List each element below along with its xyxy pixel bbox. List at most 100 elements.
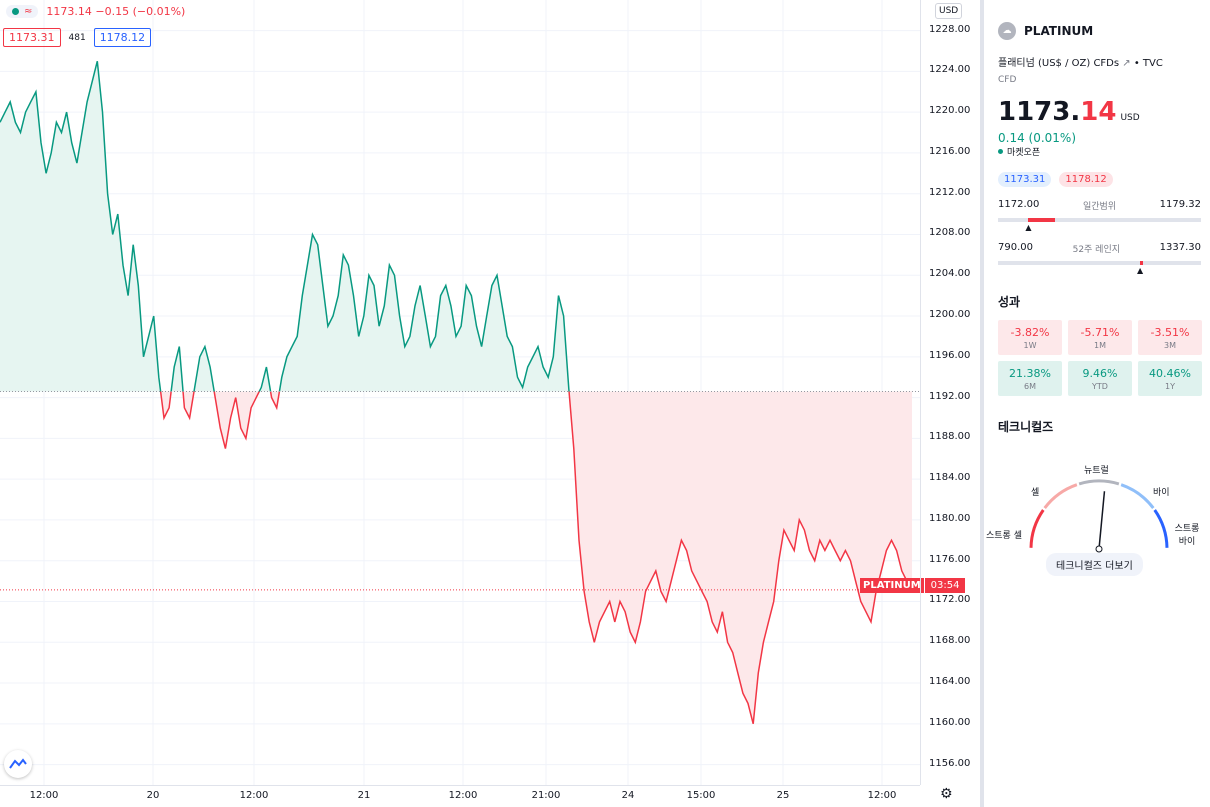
symbol-details-panel: ☁ PLATINUM 플래티넘 (US$ / OZ) CFDs ↗ • TVC … (980, 0, 1210, 807)
chart-area[interactable]: ≈ 1173.14 −0.15 (−0.01%) 1173.31 481 117… (0, 0, 966, 785)
perf-label: YTD (1092, 381, 1108, 391)
currency-label[interactable]: USD (935, 3, 963, 19)
panel-ask: 1178.12 (1059, 172, 1113, 187)
perf-label: 6M (1024, 381, 1036, 391)
perf-cell-1w[interactable]: -3.82% 1W (998, 320, 1062, 355)
y-tick-label: 1164.00 (929, 676, 971, 688)
market-open-icon (12, 8, 19, 15)
perf-value: -3.82% (1010, 325, 1050, 339)
y-tick-label: 1216.00 (929, 145, 971, 157)
week-range-row: 790.00 52주 레인지 1337.30 (998, 242, 1201, 255)
y-tick-label: 1180.00 (929, 512, 971, 524)
x-tick-label: 12:00 (29, 790, 59, 801)
external-link-icon[interactable]: ↗ (1122, 58, 1131, 69)
y-tick-label: 1156.00 (929, 757, 971, 769)
spread-value: 481 (68, 32, 86, 43)
bid-ask-row: 1173.31 481 1178.12 (3, 28, 152, 47)
chart-legend: ≈ 1173.14 −0.15 (−0.01%) (6, 5, 185, 18)
settings-gear-icon[interactable]: ⚙ (940, 786, 953, 802)
x-tick-label: 21:00 (531, 790, 561, 801)
perf-label: 1Y (1165, 381, 1175, 391)
y-tick-label: 1212.00 (929, 186, 971, 198)
perf-value: -5.71% (1080, 325, 1120, 339)
approx-icon: ≈ (24, 6, 33, 17)
perf-value: -3.51% (1150, 325, 1190, 339)
panel-symbol[interactable]: PLATINUM (1024, 24, 1094, 38)
gauge-segment (1078, 479, 1120, 486)
x-tick-label: 12:00 (867, 790, 897, 801)
perf-label: 3M (1164, 340, 1176, 350)
y-tick-label: 1188.00 (929, 431, 971, 443)
tradingview-logo-icon[interactable] (4, 750, 32, 778)
bid-button[interactable]: 1173.31 (3, 28, 61, 47)
y-tick-label: 1168.00 (929, 635, 971, 647)
price-line-below-baseline (159, 391, 912, 724)
perf-cell-3m[interactable]: -3.51% 3M (1138, 320, 1202, 355)
perf-cell-1y[interactable]: 40.46% 1Y (1138, 361, 1202, 396)
time-axis[interactable]: 12:00 20 12:00 21 12:00 21:00 24 15:00 25 12:00 (0, 785, 920, 807)
day-range-bar: ▲ (998, 218, 1201, 232)
week-range-fill (1140, 261, 1144, 265)
x-tick-label: 20 (146, 790, 160, 801)
perf-label: 1M (1094, 340, 1106, 350)
week-range-marker-icon: ▲ (1137, 266, 1144, 275)
day-range-label: 일간범위 (1082, 202, 1117, 212)
perf-value: 21.38% (1009, 366, 1051, 380)
gauge-neutral-label: 뉴트럴 (1084, 466, 1109, 476)
day-range-row: 1172.00 일간범위 1179.32 (998, 199, 1201, 212)
y-tick-label: 1176.00 (929, 553, 971, 565)
y-tick-label: 1208.00 (929, 227, 971, 239)
price-line-above-baseline (0, 61, 570, 392)
performance-title[interactable]: 성과 (998, 295, 1021, 309)
gauge-strong-buy-label: 스트롱 바이 (1174, 524, 1200, 547)
price-axis[interactable]: USD 1228.00 1224.00 1220.00 1216.00 1212.00 1… (920, 0, 978, 785)
panel-bid-ask: 1173.31 1178.12 (998, 172, 1210, 187)
perf-label: 1W (1023, 340, 1037, 350)
y-tick-label: 1200.00 (929, 309, 971, 321)
day-high: 1179.32 (1159, 199, 1201, 210)
week-range-bar: ▲ (998, 261, 1201, 275)
symbol-description-text[interactable]: 플래티넘 (US$ / OZ) CFDs (998, 58, 1120, 69)
y-tick-label: 1160.00 (929, 716, 971, 728)
market-status: 마켓오픈 (998, 145, 1210, 158)
perf-cell-ytd[interactable]: 9.46% YTD (1068, 361, 1132, 396)
y-tick-label: 1204.00 (929, 268, 971, 280)
gauge-sell-label: 셀 (1031, 488, 1040, 498)
gauge-strong-sell-label: 스트롱 셀 (986, 531, 1022, 541)
y-tick-label: 1220.00 (929, 105, 971, 117)
y-tick-label: 1172.00 (929, 594, 971, 606)
gauge-segment (1120, 483, 1155, 510)
y-tick-label: 1228.00 (929, 23, 971, 35)
ask-button[interactable]: 1178.12 (93, 28, 152, 47)
gauge-segment (1029, 509, 1045, 548)
gauge-segment (1043, 483, 1078, 510)
y-tick-label: 1196.00 (929, 349, 971, 361)
symbol-description: 플래티넘 (US$ / OZ) CFDs ↗ • TVC (998, 54, 1210, 69)
price-integer: 1173. (998, 97, 1081, 127)
price-chart[interactable] (0, 0, 920, 785)
market-status-pill[interactable]: ≈ (6, 5, 39, 18)
price-currency: USD (1120, 113, 1140, 123)
gauge-needle (1098, 491, 1106, 550)
day-range-fill (1028, 218, 1055, 222)
x-tick-label: 25 (776, 790, 790, 801)
y-tick-label: 1192.00 (929, 390, 971, 402)
gauge-buy-label: 바이 (1153, 488, 1170, 498)
technicals-gauge: 뉴트럴 셀 바이 스트롱 셀 스트롱 바이 테크니컬즈 더보기 (986, 443, 1201, 583)
y-tick-label: 1184.00 (929, 472, 971, 484)
performance-grid: -3.82% 1W -5.71% 1M -3.51% 3M 21.38% 6M 9.46% YTD… (998, 320, 1210, 396)
price-tag-symbol: PLATINUM (860, 578, 924, 593)
x-tick-label: 21 (357, 790, 371, 801)
gauge-segment (1153, 509, 1169, 548)
day-low: 1172.00 (998, 199, 1040, 210)
perf-cell-1m[interactable]: -5.71% 1M (1068, 320, 1132, 355)
technicals-title[interactable]: 테크니컬즈 (998, 420, 1054, 434)
price-tag-countdown: 03:54 (924, 578, 966, 593)
market-open-dot-icon (998, 149, 1003, 154)
panel-bid: 1173.31 (998, 172, 1052, 187)
more-technicals-button[interactable]: 테크니컬즈 더보기 (1046, 553, 1143, 576)
price-change: 0.14 (0.01%) (998, 131, 1077, 145)
week-high: 1337.30 (1159, 242, 1201, 253)
perf-cell-6m[interactable]: 21.38% 6M (998, 361, 1062, 396)
last-price-tag: PLATINUM 03:54 (860, 578, 966, 593)
